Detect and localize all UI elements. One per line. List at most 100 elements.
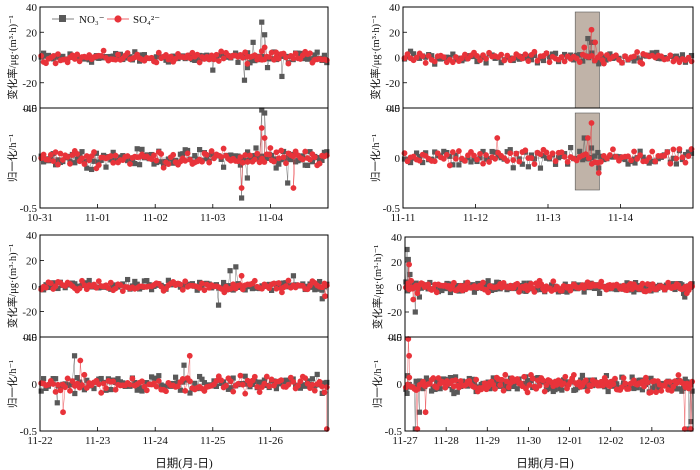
so4-point bbox=[283, 54, 289, 61]
y-tick-label: -40 bbox=[22, 332, 37, 344]
so4-point bbox=[129, 375, 136, 382]
rate-y-axis-label: 变化率/μg·(m³·h)⁻¹ bbox=[371, 245, 384, 330]
so4-point bbox=[576, 59, 583, 65]
no3-point bbox=[416, 294, 422, 300]
so4-point bbox=[40, 151, 47, 158]
so4-point bbox=[582, 151, 589, 158]
no3-point bbox=[89, 59, 95, 65]
no3-point bbox=[194, 55, 200, 62]
no3-point bbox=[250, 39, 256, 45]
x-tick-label: 12-01 bbox=[557, 435, 583, 447]
no3-point bbox=[141, 52, 147, 58]
so4-point bbox=[256, 389, 263, 396]
so4-point bbox=[187, 55, 193, 62]
no3-point bbox=[504, 149, 510, 155]
so4-point bbox=[653, 389, 660, 396]
norm-subplot: -0.5 0 0.5 归一化/h⁻¹ bbox=[6, 332, 330, 438]
so4-point bbox=[639, 280, 646, 287]
so4-point bbox=[115, 51, 121, 58]
no3-point bbox=[577, 52, 583, 58]
so4-point bbox=[581, 44, 588, 51]
no3-point bbox=[416, 409, 422, 415]
no3-point bbox=[285, 180, 291, 186]
so4-point bbox=[622, 380, 629, 387]
y-tick-label: 0 bbox=[395, 53, 401, 65]
no3-point bbox=[41, 50, 47, 56]
no3-point bbox=[257, 379, 263, 385]
no3-point bbox=[242, 373, 248, 379]
no3-point bbox=[423, 375, 430, 381]
no3-point bbox=[125, 276, 131, 283]
no3-point bbox=[115, 55, 121, 61]
so4-point bbox=[501, 57, 508, 64]
so4-point bbox=[525, 58, 532, 65]
x-tick-label: 11-13 bbox=[535, 212, 561, 224]
no3-point bbox=[624, 280, 630, 286]
no3-point bbox=[670, 281, 676, 287]
so4-point bbox=[440, 155, 447, 162]
so4-point bbox=[631, 53, 637, 60]
norm-y-axis-label: 归一化/h⁻¹ bbox=[6, 360, 19, 408]
so4-point bbox=[405, 336, 412, 342]
so4-point bbox=[251, 156, 258, 163]
so4-point bbox=[644, 379, 651, 386]
so4-point bbox=[110, 159, 117, 166]
so4-point bbox=[513, 150, 520, 157]
no3-point bbox=[153, 376, 159, 382]
so4-point bbox=[502, 371, 509, 378]
so4-point bbox=[290, 185, 297, 191]
so4-point bbox=[182, 157, 189, 164]
so4-point bbox=[666, 379, 673, 385]
so4-point bbox=[562, 373, 569, 380]
so4-point bbox=[237, 372, 244, 379]
so4-point bbox=[83, 385, 90, 391]
so4-point bbox=[55, 381, 61, 388]
no3-point bbox=[227, 268, 233, 274]
so4-point bbox=[179, 286, 186, 293]
so4-point bbox=[685, 153, 692, 159]
so4-point bbox=[52, 149, 59, 156]
no3-point bbox=[276, 161, 282, 167]
so4-point bbox=[625, 153, 631, 160]
so4-point bbox=[302, 375, 309, 382]
no3-point bbox=[309, 376, 315, 382]
rate-y-axis-label: 变化率/μg·(m³·h)⁻¹ bbox=[369, 15, 382, 100]
so4-point bbox=[516, 158, 523, 165]
so4-point bbox=[600, 382, 606, 389]
so4-point bbox=[112, 56, 119, 63]
y-tick-label: 40 bbox=[389, 2, 401, 14]
so4-point bbox=[311, 154, 318, 161]
so4-point bbox=[309, 381, 316, 388]
so4-point bbox=[543, 149, 550, 156]
no3-point bbox=[631, 58, 637, 64]
so4-point bbox=[59, 157, 66, 163]
so4-point bbox=[237, 282, 244, 288]
so4-point bbox=[477, 57, 483, 64]
so4-point bbox=[261, 159, 268, 165]
no3-point bbox=[283, 280, 289, 286]
so4-point bbox=[165, 161, 172, 167]
so4-point bbox=[584, 135, 591, 141]
y-tick-label: -0.5 bbox=[383, 203, 401, 215]
so4-point bbox=[258, 125, 265, 131]
no3-point bbox=[407, 271, 413, 278]
no3-point bbox=[564, 289, 570, 295]
no3-point bbox=[297, 385, 303, 391]
so4-point bbox=[268, 376, 275, 383]
so4-point bbox=[607, 152, 613, 158]
so4-point bbox=[404, 51, 411, 57]
so4-point bbox=[110, 378, 117, 385]
so4-point bbox=[600, 60, 607, 67]
no3-point bbox=[312, 52, 318, 58]
no3-point bbox=[485, 278, 491, 284]
no3-point bbox=[471, 156, 477, 162]
norm-y-axis-label: 归一化/h⁻¹ bbox=[6, 134, 19, 182]
so4-point bbox=[612, 375, 618, 382]
no3-point bbox=[404, 246, 410, 253]
no3-point bbox=[221, 379, 227, 385]
so4-point bbox=[206, 159, 213, 166]
y-tick-label: -40 bbox=[385, 103, 400, 115]
y-tick-label: 0 bbox=[397, 282, 403, 294]
no3-point bbox=[290, 273, 297, 279]
no3-point bbox=[210, 67, 216, 73]
